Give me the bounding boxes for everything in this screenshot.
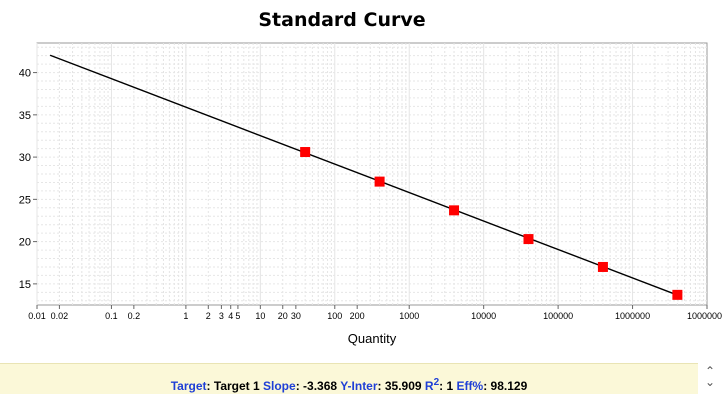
x-tick-label: 30 [291, 311, 301, 321]
x-tick-label: 200 [350, 311, 365, 321]
chart-title: Standard Curve [258, 9, 425, 31]
data-point [300, 147, 311, 158]
data-point [672, 289, 683, 300]
yinter-key: Y-Inter [340, 379, 378, 393]
slope-value: -3.368 [303, 379, 338, 393]
yinter-value: 35.909 [384, 379, 422, 393]
data-point [449, 205, 460, 216]
y-tick-label: 15 [19, 279, 31, 291]
x-tick-label: 1 [183, 311, 188, 321]
target-key: Target [170, 379, 207, 393]
standard-curve-chart: Standard Curve 0.01 0.02 0.1 0.2 1 2 3 4 5 10 20 30… [19, 9, 722, 346]
plot-area [36, 42, 708, 306]
y-axis-ticks: 15 20 25 30 35 40 [19, 68, 37, 291]
y-tick-label: 20 [19, 237, 31, 249]
data-point [597, 261, 608, 272]
stats-scroll[interactable]: ⌃ ⌄ [702, 364, 718, 392]
x-axis-ticks: 0.01 0.02 0.1 0.2 1 2 3 4 5 10 20 30 100 200 1000 10000… [28, 305, 722, 321]
x-tick-label: 1000 [399, 311, 419, 321]
r2-key: R2 [424, 377, 440, 393]
x-tick-label: 5 [235, 311, 240, 321]
x-tick-label: 20 [278, 311, 288, 321]
grid-lines [36, 43, 707, 305]
r2-value: 1 [446, 379, 454, 393]
y-tick-label: 35 [19, 110, 31, 122]
fit-line [49, 54, 678, 296]
scroll-up-icon[interactable]: ⌃ [704, 364, 716, 378]
y-tick-label: 40 [19, 68, 31, 80]
y-tick-label: 25 [19, 194, 31, 206]
target-value: Target 1 [213, 379, 260, 393]
data-point [374, 176, 385, 187]
x-tick-label: 0.01 [28, 311, 46, 321]
eff-value: 98.129 [490, 379, 528, 393]
x-tick-label: 100 [327, 311, 342, 321]
data-points [300, 147, 683, 300]
x-tick-label: 10000 [471, 311, 496, 321]
scroll-down-icon[interactable]: ⌄ [704, 375, 716, 389]
x-tick-label: 0.2 [128, 311, 141, 321]
x-tick-label: 3 [219, 311, 224, 321]
x-tick-label: 100000 [543, 311, 573, 321]
x-tick-label: 1000000 [615, 311, 650, 321]
stats-summary: Target: Target 1 Slope: -3.368 Y-Inter: … [170, 377, 528, 393]
slope-key: Slope [263, 379, 296, 393]
data-point [523, 234, 534, 245]
x-tick-label: 10000000 [687, 311, 722, 321]
eff-key: Eff% [456, 379, 484, 393]
x-tick-label: 0.02 [51, 311, 69, 321]
x-axis-label: Quantity [348, 331, 397, 346]
x-tick-label: 4 [228, 311, 233, 321]
x-tick-label: 0.1 [105, 311, 118, 321]
y-tick-label: 30 [19, 152, 31, 164]
stats-bar: Target: Target 1 Slope: -3.368 Y-Inter: … [0, 363, 698, 394]
x-tick-label: 2 [206, 311, 211, 321]
x-tick-label: 10 [255, 311, 265, 321]
